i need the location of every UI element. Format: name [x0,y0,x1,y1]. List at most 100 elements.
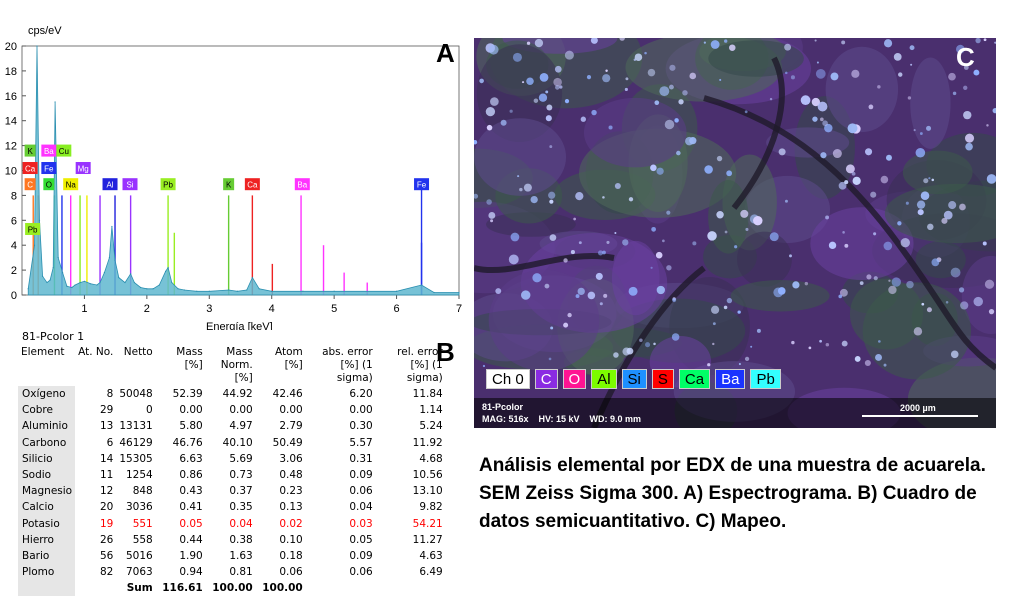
value-cell: 5.24 [419,420,443,433]
particle [804,281,809,286]
particle [666,210,671,215]
peak-label-k: K [223,178,235,191]
particle [950,267,961,278]
element-name-cell: Bario [18,547,76,565]
spectrum-point [42,275,44,277]
value-cell: 0.09 [349,469,373,482]
element-name-cell: Silicio [18,450,76,467]
particle [724,39,728,43]
value-cell: 0.37 [229,485,253,498]
spectrum-point [57,257,59,259]
legend-chip-c: C [534,369,558,389]
particle [941,217,948,224]
particle [650,266,653,269]
value-cell: 0.00 [279,404,303,417]
value-cell: 0.09 [349,549,373,562]
spectrum-point [99,281,101,284]
value-cell: 0.86 [179,469,203,482]
value-cell: 4.63 [419,549,443,562]
particle [878,340,881,343]
particle [744,356,750,362]
value-cell: 0.35 [229,501,253,514]
particle [724,230,728,234]
element-name-cell: Carbono [18,434,76,451]
particle [555,85,560,90]
svg-text:K: K [27,147,33,156]
spectrum-point [133,281,135,284]
particle [573,217,577,221]
table-row: Aluminio 13 13131 5.80 4.97 2.79 0.30 5.24 [18,418,446,435]
particle [644,51,647,55]
value-cell: 1.14 [419,404,443,417]
particle [845,164,855,174]
legend-chip-o: O [562,369,587,389]
column-header: Atom [%] [274,346,303,371]
particle [913,327,923,336]
particle [883,363,887,367]
spectrum-point [108,257,110,259]
value-cell: 1.90 [179,549,203,562]
particle [891,277,901,287]
spectrum-series [27,45,460,296]
particle [586,75,592,80]
spectrum-point [433,291,435,294]
particle [539,73,549,82]
particle [549,234,557,241]
value-cell: 15305 [119,452,153,465]
particle [647,68,656,77]
particle [597,250,604,256]
value-cell: 0.41 [179,501,203,514]
particle [965,142,973,151]
value-cell: 10.56 [412,469,443,482]
particle [919,132,923,135]
particle [519,187,523,192]
texture-patch [611,240,660,316]
table-row: Bario 56 5016 1.90 1.63 0.18 0.09 4.63 [18,547,446,565]
particle [622,347,631,356]
particle [897,221,902,226]
spectrum-point [33,244,36,246]
particle [564,98,570,104]
particle [533,98,539,103]
particle [847,123,858,134]
particle [825,342,830,347]
spectrum-point [177,288,179,290]
particle [671,333,680,341]
particle [839,288,848,297]
texture-patch [476,44,563,143]
value-cell: 4.68 [419,452,443,465]
particle [815,68,826,79]
texture-patch [902,150,973,195]
particle [740,209,749,218]
x-tick-label: 6 [394,303,400,315]
particle [982,241,987,246]
particle [959,203,966,211]
particle [888,285,897,295]
particle [859,281,864,286]
particle [577,287,585,296]
sum-cell: 100.00 [212,582,253,595]
peak-label-k: K [24,144,36,157]
column-header: Element [21,346,65,358]
particle [824,123,833,133]
value-cell: 5.57 [349,436,373,449]
y-tick-label: 18 [5,66,17,78]
particle [645,342,651,348]
legend-chip-s: S [651,369,674,389]
spectrum-point [420,284,423,286]
element-name-cell: Aluminio [18,418,76,435]
particle [591,109,597,116]
particle [550,326,554,330]
edx-results-table: Element At. No. Netto Mass [%] Mass Norm. [%… [18,345,446,597]
particle [587,291,596,300]
particle [544,283,550,289]
peak-label-c: C [24,178,36,191]
value-cell: 6 [106,436,114,449]
spectrum-point [46,281,48,284]
y-axis-label: cps/eV [28,25,62,37]
spectrum-point [83,280,86,282]
value-cell: 14 [99,452,114,465]
spectrum-point [458,291,460,294]
particle [538,93,548,102]
